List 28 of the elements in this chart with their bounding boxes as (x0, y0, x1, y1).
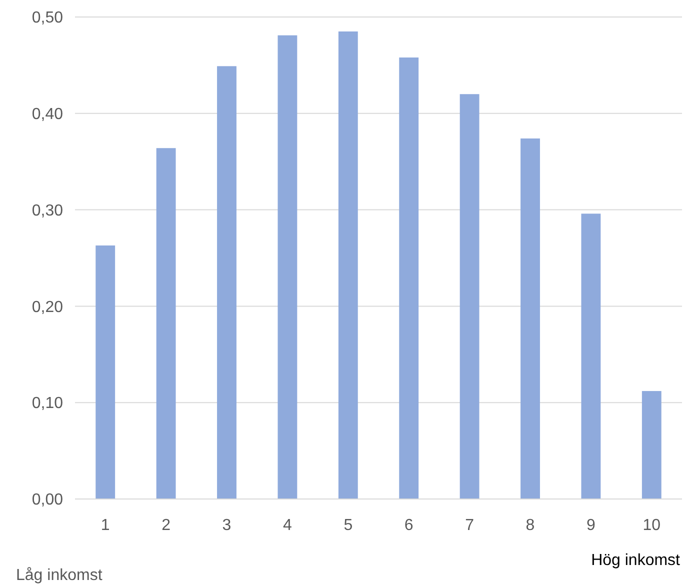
x-tick-label: 3 (222, 517, 232, 534)
bar (520, 138, 540, 499)
bar (399, 57, 419, 499)
bar (156, 148, 176, 499)
y-tick-label: 0,50 (32, 10, 64, 27)
x-tick-label: 5 (344, 517, 353, 534)
bar (642, 391, 662, 499)
bar (581, 214, 601, 499)
x-tick-label: 4 (282, 517, 292, 534)
x-tick-label: 1 (100, 517, 110, 534)
x-tick-label: 8 (526, 517, 535, 534)
y-tick-label: 0,20 (32, 298, 64, 316)
y-tick-label: 0,40 (32, 106, 64, 123)
bar (217, 66, 236, 499)
y-tick-label: 0,30 (32, 202, 64, 220)
text: Låg inkomst (16, 567, 103, 584)
x-tick-label: 2 (162, 517, 171, 534)
x-tick-label: 7 (465, 517, 474, 534)
y-tick-label: 0,00 (32, 492, 64, 509)
text: Hög inkomst (591, 552, 681, 569)
x-tick-label: 10 (642, 517, 661, 534)
bar (338, 31, 358, 499)
x-tick-label: 6 (404, 517, 414, 534)
y-tick-label: 0,10 (32, 395, 64, 412)
bar (278, 35, 298, 499)
x-tick-label: 9 (586, 517, 596, 534)
bar (460, 94, 480, 499)
bar (96, 245, 116, 499)
